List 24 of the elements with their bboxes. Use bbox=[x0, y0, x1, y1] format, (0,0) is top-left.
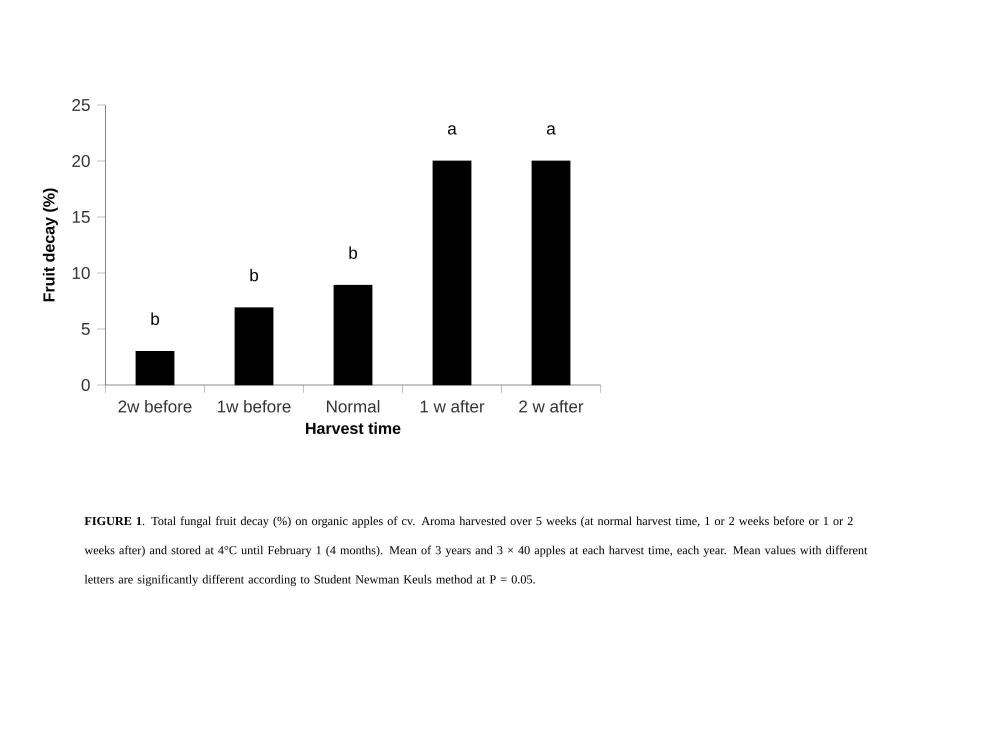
y-tick-label: 5 bbox=[82, 323, 90, 335]
annotation: a bbox=[547, 125, 556, 135]
y-tick-label: 25 bbox=[72, 98, 90, 112]
y-axis-title: Fruit decay (%) bbox=[42, 188, 58, 302]
x-axis-title: Harvest time bbox=[306, 422, 400, 434]
bar bbox=[334, 284, 372, 386]
y-tick-label: 15 bbox=[72, 211, 90, 223]
annotation: b bbox=[349, 246, 358, 259]
text: FIGURE 1. Total fungal fruit decay (%) on organic apples of cv. Aroma harvested over 5 weeks (at normal harvest time, 1 or 2 weeks before or 1 or 2 weeks after) and stored at 4°C until February 1 (4 months). Mean of 3 years and 3 × 40 apples at each harvest time, each year. Mean values with different letters are significantly different according to Student Newman Keuls method at P = 0.05. bbox=[84, 516, 868, 586]
x-tick-label: 2w before bbox=[118, 400, 192, 413]
bar bbox=[432, 160, 472, 386]
annotation: b bbox=[250, 268, 258, 282]
annotation: a bbox=[448, 125, 457, 135]
y-tick-label: 0 bbox=[82, 378, 90, 392]
bar bbox=[234, 307, 274, 386]
bar bbox=[532, 160, 570, 386]
x-tick-label: Normal bbox=[326, 400, 380, 413]
y-tick-label: 20 bbox=[72, 154, 90, 168]
bar bbox=[136, 351, 174, 386]
y-tick-label: 10 bbox=[72, 266, 90, 280]
x-tick-label: 1 w after bbox=[420, 400, 484, 413]
annotation: b bbox=[151, 312, 160, 325]
x-tick-label: 2 w after bbox=[519, 400, 584, 413]
x-tick-label: 1w before bbox=[218, 400, 291, 413]
